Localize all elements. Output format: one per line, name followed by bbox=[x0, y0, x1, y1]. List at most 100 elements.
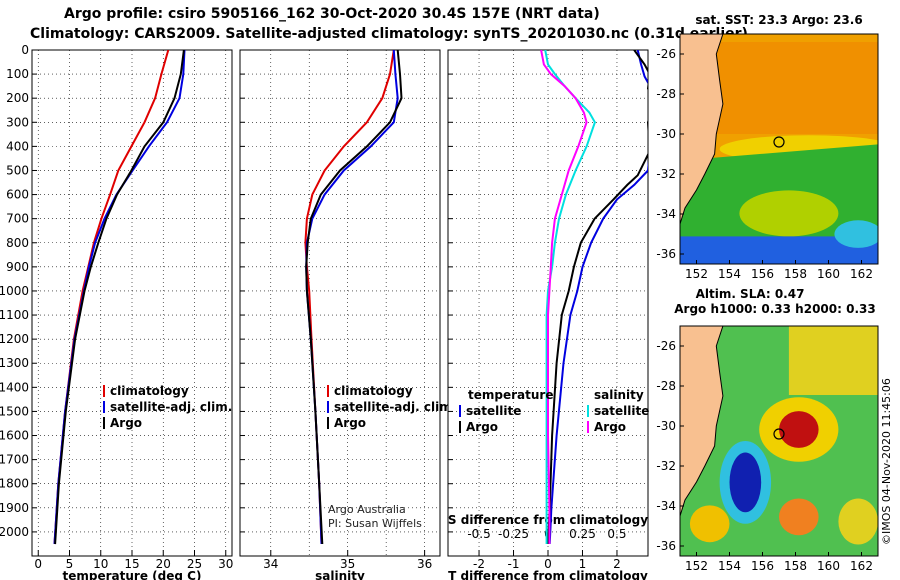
y-tick-label: 400 bbox=[6, 139, 29, 153]
legend-header-temperature: temperature bbox=[468, 388, 553, 402]
x2-tick-label: -0.25 bbox=[498, 527, 529, 541]
sla-yellow-south bbox=[838, 498, 878, 545]
y-tick-label: 1400 bbox=[0, 380, 29, 394]
map-x-tick-label: 158 bbox=[784, 267, 807, 281]
x-tick-label: 1 bbox=[579, 557, 587, 571]
map-x-tick-label: 156 bbox=[751, 267, 774, 281]
sla-map-title-2: Argo h1000: 0.33 h2000: 0.33 bbox=[674, 302, 875, 316]
map-x-tick-label: 162 bbox=[850, 559, 873, 573]
x2-tick-label: 0.5 bbox=[607, 527, 626, 541]
legend-label: Argo bbox=[334, 416, 366, 430]
x-tick-label: 20 bbox=[156, 557, 171, 571]
sst-cyan-patch bbox=[834, 220, 878, 248]
y-tick-label: 100 bbox=[6, 67, 29, 81]
map-y-tick-label: -26 bbox=[656, 339, 676, 353]
x2-tick-label: -0.5 bbox=[467, 527, 490, 541]
sst-warm-core bbox=[700, 42, 878, 134]
sla-cold-eddy bbox=[729, 452, 762, 513]
map-x-tick-label: 152 bbox=[685, 559, 708, 573]
y-tick-label: 1800 bbox=[0, 477, 29, 491]
x-tick-label: 35 bbox=[340, 557, 355, 571]
y-tick-label: 1600 bbox=[0, 429, 29, 443]
legend-label: satellite-adj. clim. bbox=[110, 400, 232, 414]
legend-label: satellite bbox=[594, 404, 649, 418]
y-tick-label: 1000 bbox=[0, 284, 29, 298]
argo-position-marker bbox=[773, 136, 785, 148]
series-line-temperature-argo bbox=[547, 50, 648, 545]
map-y-tick-label: -26 bbox=[656, 47, 676, 61]
series-line-salinity-argo bbox=[540, 50, 588, 544]
map-x-tick-label: 154 bbox=[718, 267, 741, 281]
x-tick-label: 15 bbox=[124, 557, 139, 571]
map-x-tick-label: 156 bbox=[751, 559, 774, 573]
map-frame bbox=[679, 325, 879, 557]
annotation-text: Argo Australia bbox=[328, 503, 406, 516]
y-tick-label: 1700 bbox=[0, 453, 29, 467]
sla-warm-eddy bbox=[779, 411, 819, 448]
map-y-tick-label: -34 bbox=[656, 499, 676, 513]
sla-yellow-coast bbox=[689, 505, 730, 543]
legend-label: Argo bbox=[110, 416, 142, 430]
y-tick-label: 500 bbox=[6, 163, 29, 177]
map-field bbox=[680, 34, 878, 264]
series-line-argo bbox=[305, 50, 403, 545]
legend-label: Argo bbox=[466, 420, 498, 434]
x-tick-label: 34 bbox=[263, 557, 278, 571]
map-x-tick-label: 160 bbox=[817, 559, 840, 573]
map-y-tick-label: -32 bbox=[656, 459, 676, 473]
x-tick-label: 30 bbox=[218, 557, 233, 571]
map-frame bbox=[679, 33, 879, 265]
legend-header-salinity: salinity bbox=[594, 388, 644, 402]
y-tick-label: 1900 bbox=[0, 501, 29, 515]
profile-panel-salinity: 34 35 36 salinity climatology satellite-adj. … bbox=[239, 49, 456, 580]
map-y-tick-label: -36 bbox=[656, 539, 676, 553]
map-x-tick-label: 158 bbox=[784, 559, 807, 573]
x-axis-label: temperature (deg C) bbox=[63, 569, 202, 580]
title-line-2: Climatology: CARS2009. Satellite-adjuste… bbox=[30, 26, 748, 42]
map-y-tick-label: -32 bbox=[656, 167, 676, 181]
land-mass bbox=[680, 34, 724, 264]
y-tick-label: 600 bbox=[6, 188, 29, 202]
annotation-text: PI: Susan Wijffels bbox=[328, 517, 422, 530]
panel-frame bbox=[239, 49, 441, 557]
x-tick-label: -2 bbox=[473, 557, 485, 571]
x-tick-label: 0 bbox=[544, 557, 552, 571]
sla-orange-patch bbox=[779, 498, 819, 536]
series-line-temperature-satellite bbox=[548, 50, 648, 545]
map-y-tick-label: -28 bbox=[656, 87, 676, 101]
y-tick-label: 1100 bbox=[0, 308, 29, 322]
land-mass bbox=[680, 326, 724, 556]
legend-label: climatology bbox=[334, 384, 413, 398]
sst-map-title: sat. SST: 23.3 Argo: 23.6 bbox=[695, 13, 862, 27]
y-tick-label: 700 bbox=[6, 212, 29, 226]
map-y-tick-label: -36 bbox=[656, 247, 676, 261]
x-tick-label: 2 bbox=[613, 557, 621, 571]
x2-tick-label: 0.25 bbox=[569, 527, 596, 541]
map-x-tick-label: 160 bbox=[817, 267, 840, 281]
y-tick-label: 1500 bbox=[0, 404, 29, 418]
map-y-tick-label: -28 bbox=[656, 379, 676, 393]
y-tick-label: 2000 bbox=[0, 525, 29, 539]
map-x-tick-label: 154 bbox=[718, 559, 741, 573]
y-tick-label: 800 bbox=[6, 236, 29, 250]
legend-label: satellite-adj. clim. bbox=[334, 400, 456, 414]
map-field bbox=[680, 326, 878, 556]
map-y-tick-label: -34 bbox=[656, 207, 676, 221]
title-line-1: Argo profile: csiro 5905166_162 30-Oct-2… bbox=[64, 6, 600, 22]
x-tick-label: 25 bbox=[187, 557, 202, 571]
x-axis-label: salinity bbox=[315, 569, 365, 580]
x2-axis-label: S difference from climatology bbox=[448, 513, 648, 527]
map-y-tick-label: -30 bbox=[656, 127, 676, 141]
legend-label: satellite bbox=[466, 404, 521, 418]
legend-label: Argo bbox=[594, 420, 626, 434]
sst-map-panel: 152 154 156 158 160 162 -26 -28 -30 -32 -34 -36 bbox=[656, 33, 879, 281]
profile-panel-difference: -2 -1 0 1 2T difference from climatology -0.5… bbox=[447, 49, 649, 580]
legend-label: climatology bbox=[110, 384, 189, 398]
y-tick-label: 1300 bbox=[0, 356, 29, 370]
x-tick-label: 0 bbox=[34, 557, 42, 571]
map-x-tick-label: 162 bbox=[850, 267, 873, 281]
series-line-argo bbox=[54, 50, 185, 545]
map-y-tick-label: -30 bbox=[656, 419, 676, 433]
y-tick-label: 0 bbox=[21, 43, 29, 57]
